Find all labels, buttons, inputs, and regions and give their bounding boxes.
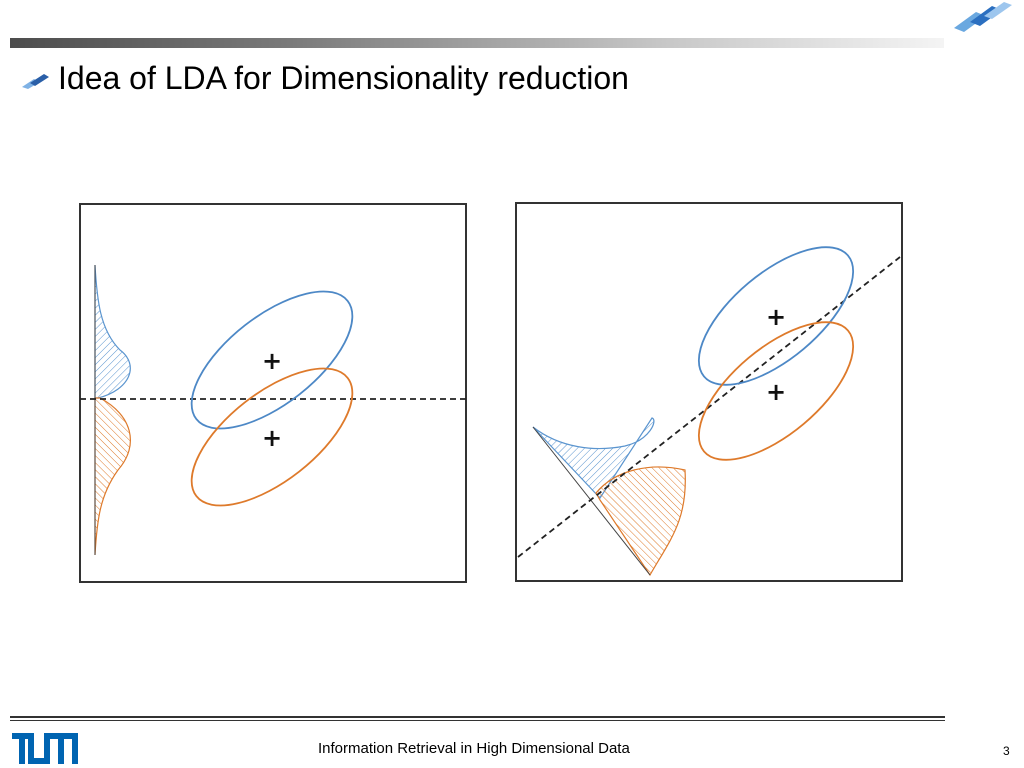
footer-rule-thin [10,720,945,721]
corner-logo-icon [954,2,1012,32]
left-class-b-ellipse [190,367,354,507]
left-class-a-ellipse [190,290,354,430]
slide-title: Idea of LDA for Dimensionality reduction [58,60,629,96]
right-class-a-density [532,417,655,499]
right-class-b-ellipse [697,321,855,461]
right-mean-b: + [766,378,786,406]
right-panel: + + [515,202,903,582]
tum-logo-icon [12,733,78,764]
left-class-b-density [94,397,131,556]
right-class-b-density [595,466,686,577]
right-panel-frame [515,202,903,582]
right-class-a-ellipse [697,246,855,386]
right-mean-a: + [766,303,786,331]
title-bullet-icon [22,74,49,89]
header-gradient-bar [10,38,944,48]
footer-rule [10,716,945,718]
left-mean-a: + [262,347,282,375]
footer-course-title: Information Retrieval in High Dimensiona… [318,740,630,757]
page-number: 3 [1003,744,1010,758]
left-panel-frame [79,203,467,583]
right-density-axis [532,426,651,576]
right-projection-line [517,256,901,558]
left-class-a-density [94,264,131,399]
left-mean-b: + [262,424,282,452]
left-panel: + + [79,203,467,583]
